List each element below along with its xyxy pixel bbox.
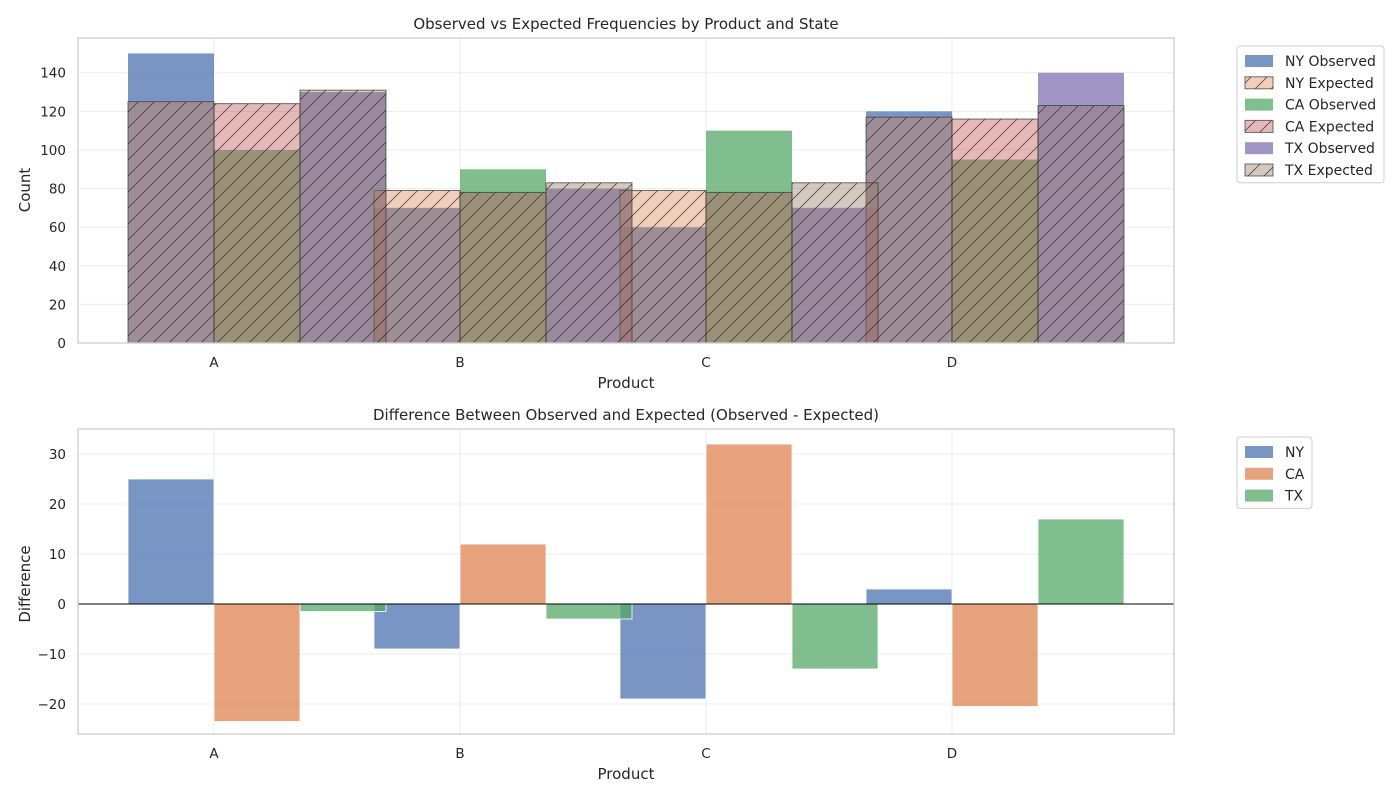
legend-swatch-ny: [1245, 446, 1273, 458]
bottom-chart-title: Difference Between Observed and Expected…: [373, 406, 879, 424]
y-tick-label: 30: [49, 447, 66, 463]
legend-label-ca-observed: CA Observed: [1285, 98, 1376, 114]
bar-ny-b: [373, 603, 461, 650]
hatch-ca-expected-d: [952, 119, 1038, 343]
y-tick-label: −20: [38, 697, 67, 713]
hatch-ca-expected-c: [706, 192, 792, 343]
y-tick-label: 20: [49, 297, 66, 313]
bar-ny-a: [127, 478, 215, 605]
legend-swatch-ny-observed: [1245, 55, 1273, 67]
difference-panel: −20 −10 0 10 20 30 A B C D Difference Between Ob…: [16, 406, 1313, 783]
x-tick-label: C: [701, 355, 710, 371]
bar-ca-c: [705, 443, 793, 605]
hatch-tx-expected-b: [546, 182, 632, 343]
top-x-ticks: A B C D: [209, 355, 957, 371]
x-tick-label: A: [209, 355, 219, 371]
legend-label-ca: CA: [1285, 467, 1305, 483]
top-x-axis-label: Product: [598, 374, 655, 392]
bar-ca-d: [951, 603, 1039, 707]
hatch-ca-expected-b: [460, 192, 546, 343]
legend-swatch-tx: [1245, 489, 1273, 502]
legend-swatch-tx-observed: [1245, 142, 1273, 155]
bar-ny-c: [619, 603, 707, 700]
legend-label-ny-observed: NY Observed: [1285, 54, 1376, 70]
legend-label-ca-expected: CA Expected: [1285, 119, 1374, 135]
y-tick-label: 10: [49, 547, 66, 563]
bar-tx-b: [545, 603, 633, 620]
legend-swatch-ca: [1245, 467, 1273, 480]
legend-label-tx-expected: TX Expected: [1284, 163, 1373, 179]
y-tick-label: 0: [57, 336, 66, 352]
observed-expected-panel: 0 20 40 60 80 100 120 140 A B C D Observed vs Expe…: [16, 15, 1385, 392]
bottom-plot-frame: [77, 428, 1175, 735]
hatch-ca-expected-a: [214, 103, 300, 344]
bar-tx-c: [791, 603, 879, 670]
legend-label-tx-observed: TX Observed: [1284, 141, 1375, 157]
hatch-tx-expected-a: [300, 90, 386, 343]
top-chart-title: Observed vs Expected Frequencies by Prod…: [413, 15, 838, 33]
y-tick-label: 80: [49, 182, 66, 198]
y-tick-label: 120: [40, 104, 66, 120]
bottom-legend: NY CA TX: [1236, 436, 1313, 509]
y-tick-label: 20: [49, 497, 66, 513]
legend-label-tx: TX: [1284, 489, 1304, 505]
legend-box: [1236, 45, 1385, 184]
bar-ca-a: [213, 603, 301, 722]
y-tick-label: 140: [40, 66, 66, 82]
legend-label-ny-expected: NY Expected: [1285, 76, 1374, 92]
x-tick-label: C: [701, 746, 710, 762]
top-bars: [127, 53, 1125, 344]
top-plot-frame: [77, 37, 1175, 344]
y-tick-label: −10: [38, 647, 67, 663]
bar-ca-b: [459, 543, 547, 605]
legend-swatch-ca-observed: [1245, 98, 1273, 111]
x-tick-label: D: [947, 355, 957, 371]
bottom-x-ticks: A B C D: [209, 746, 957, 762]
legend-hatch-tx-expected: [1245, 164, 1273, 176]
top-y-axis-label: Count: [16, 168, 34, 213]
legend-hatch-ca-expected: [1245, 120, 1273, 133]
hatch-tx-expected-d: [1038, 105, 1124, 343]
hatch-tx-expected-c: [792, 182, 878, 343]
bar-tx-a: [299, 603, 387, 612]
y-tick-label: 100: [40, 143, 66, 159]
hatch-ny-expected-d: [866, 117, 952, 343]
legend-label-ny: NY: [1285, 445, 1304, 461]
bottom-x-axis-label: Product: [598, 765, 655, 783]
bar-tx-d: [1037, 518, 1125, 605]
bottom-y-ticks: −20 −10 0 10 20 30: [38, 447, 67, 713]
hatch-ny-expected-b: [374, 190, 460, 343]
legend-hatch-ny-expected: [1245, 76, 1273, 89]
y-tick-label: 40: [49, 259, 66, 275]
bottom-y-axis-label: Difference: [16, 545, 34, 622]
x-tick-label: B: [455, 746, 464, 762]
x-tick-label: B: [455, 355, 464, 371]
x-tick-label: A: [209, 746, 219, 762]
top-legend: NY Observed NY Expected CA Observed CA Expe…: [1236, 45, 1385, 184]
x-tick-label: D: [947, 746, 957, 762]
top-y-ticks: 0 20 40 60 80 100 120 140: [40, 66, 66, 352]
hatch-ny-expected-c: [620, 190, 706, 343]
bar-ny-d: [865, 588, 953, 605]
y-tick-label: 0: [57, 597, 66, 613]
hatch-ny-expected-a: [128, 101, 214, 343]
y-tick-label: 60: [49, 220, 66, 236]
